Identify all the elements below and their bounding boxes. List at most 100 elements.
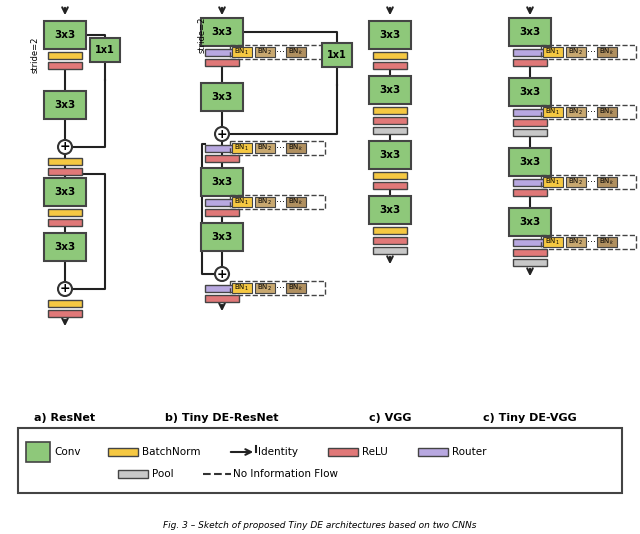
Bar <box>373 226 407 233</box>
Text: BN$_k$: BN$_k$ <box>288 197 303 207</box>
Bar <box>201 223 243 251</box>
Bar <box>48 168 82 175</box>
Bar <box>285 197 305 207</box>
Bar <box>44 91 86 119</box>
Text: 3x3: 3x3 <box>380 150 401 160</box>
Bar <box>513 119 547 125</box>
Bar <box>513 258 547 265</box>
Text: BN$_2$: BN$_2$ <box>257 47 272 57</box>
Bar <box>90 38 120 62</box>
Bar <box>48 61 82 68</box>
Text: BN$_2$: BN$_2$ <box>568 177 583 187</box>
Bar <box>255 283 275 293</box>
Circle shape <box>58 282 72 296</box>
Text: ···: ··· <box>276 143 285 153</box>
Bar <box>509 78 551 106</box>
Text: 3x3: 3x3 <box>380 85 401 95</box>
Text: BN$_1$: BN$_1$ <box>545 47 560 57</box>
Bar <box>369 76 411 104</box>
Bar <box>230 45 324 59</box>
Bar <box>232 47 252 57</box>
Text: BN$_k$: BN$_k$ <box>599 237 614 247</box>
Bar <box>541 175 636 189</box>
Text: BN$_1$: BN$_1$ <box>234 47 249 57</box>
Text: 3x3: 3x3 <box>211 27 232 37</box>
Circle shape <box>215 267 229 281</box>
Bar <box>255 143 275 153</box>
Text: 3x3: 3x3 <box>520 27 541 37</box>
Text: ···: ··· <box>276 197 285 207</box>
Bar <box>48 310 82 317</box>
Bar <box>322 43 352 67</box>
Text: 3x3: 3x3 <box>211 92 232 102</box>
Text: ···: ··· <box>587 177 596 187</box>
Text: BN$_1$: BN$_1$ <box>545 177 560 187</box>
Bar <box>543 237 563 247</box>
Bar <box>44 178 86 206</box>
Bar <box>369 196 411 224</box>
Text: a) ResNet: a) ResNet <box>35 413 95 423</box>
Text: 3x3: 3x3 <box>211 232 232 242</box>
Bar <box>230 195 324 209</box>
Bar <box>566 47 586 57</box>
Text: BN$_k$: BN$_k$ <box>288 143 303 153</box>
Text: ···: ··· <box>587 107 596 117</box>
Text: BN$_1$: BN$_1$ <box>545 237 560 247</box>
Text: Fig. 3 – Sketch of proposed Tiny DE architectures based on two CNNs: Fig. 3 – Sketch of proposed Tiny DE arch… <box>163 521 477 530</box>
Bar <box>232 143 252 153</box>
Text: Pool: Pool <box>152 469 173 479</box>
Bar <box>255 47 275 57</box>
Text: stride=2: stride=2 <box>31 37 40 73</box>
Text: Conv: Conv <box>54 447 81 457</box>
Text: BN$_2$: BN$_2$ <box>257 283 272 293</box>
Bar <box>230 281 324 295</box>
Text: BatchNorm: BatchNorm <box>142 447 200 457</box>
Bar <box>373 171 407 178</box>
Bar <box>44 233 86 261</box>
Bar <box>509 208 551 236</box>
Bar <box>373 127 407 134</box>
Text: 3x3: 3x3 <box>54 100 76 110</box>
Bar <box>541 105 636 119</box>
Bar <box>48 208 82 216</box>
Bar <box>373 61 407 68</box>
Text: +: + <box>60 282 70 295</box>
Bar <box>285 283 305 293</box>
Bar <box>566 177 586 187</box>
Bar <box>205 59 239 66</box>
Text: 3x3: 3x3 <box>380 30 401 40</box>
Bar <box>566 107 586 117</box>
Bar <box>44 21 86 49</box>
Bar <box>48 51 82 59</box>
Bar <box>369 141 411 169</box>
Text: c) Tiny DE-VGG: c) Tiny DE-VGG <box>483 413 577 423</box>
Bar <box>513 108 547 115</box>
Text: ···: ··· <box>587 47 596 57</box>
Bar <box>205 154 239 161</box>
Bar <box>418 448 448 456</box>
Text: +: + <box>217 268 227 280</box>
Text: 1x1: 1x1 <box>95 45 115 55</box>
Text: BN$_2$: BN$_2$ <box>568 237 583 247</box>
Text: No Information Flow: No Information Flow <box>233 469 338 479</box>
Text: BN$_2$: BN$_2$ <box>257 143 272 153</box>
Bar <box>205 285 239 292</box>
Bar <box>201 83 243 111</box>
Bar <box>373 247 407 254</box>
Bar <box>48 300 82 307</box>
Text: +: + <box>217 128 227 140</box>
Bar <box>543 47 563 57</box>
Bar <box>513 59 547 66</box>
Bar <box>596 237 616 247</box>
Text: b) Tiny DE-ResNet: b) Tiny DE-ResNet <box>165 413 279 423</box>
Bar <box>285 47 305 57</box>
Circle shape <box>58 140 72 154</box>
Bar <box>255 197 275 207</box>
Bar <box>373 116 407 123</box>
Bar <box>205 208 239 216</box>
Bar <box>205 145 239 152</box>
Bar <box>118 470 148 478</box>
Text: BN$_1$: BN$_1$ <box>234 283 249 293</box>
Bar <box>513 129 547 136</box>
Bar <box>513 189 547 195</box>
